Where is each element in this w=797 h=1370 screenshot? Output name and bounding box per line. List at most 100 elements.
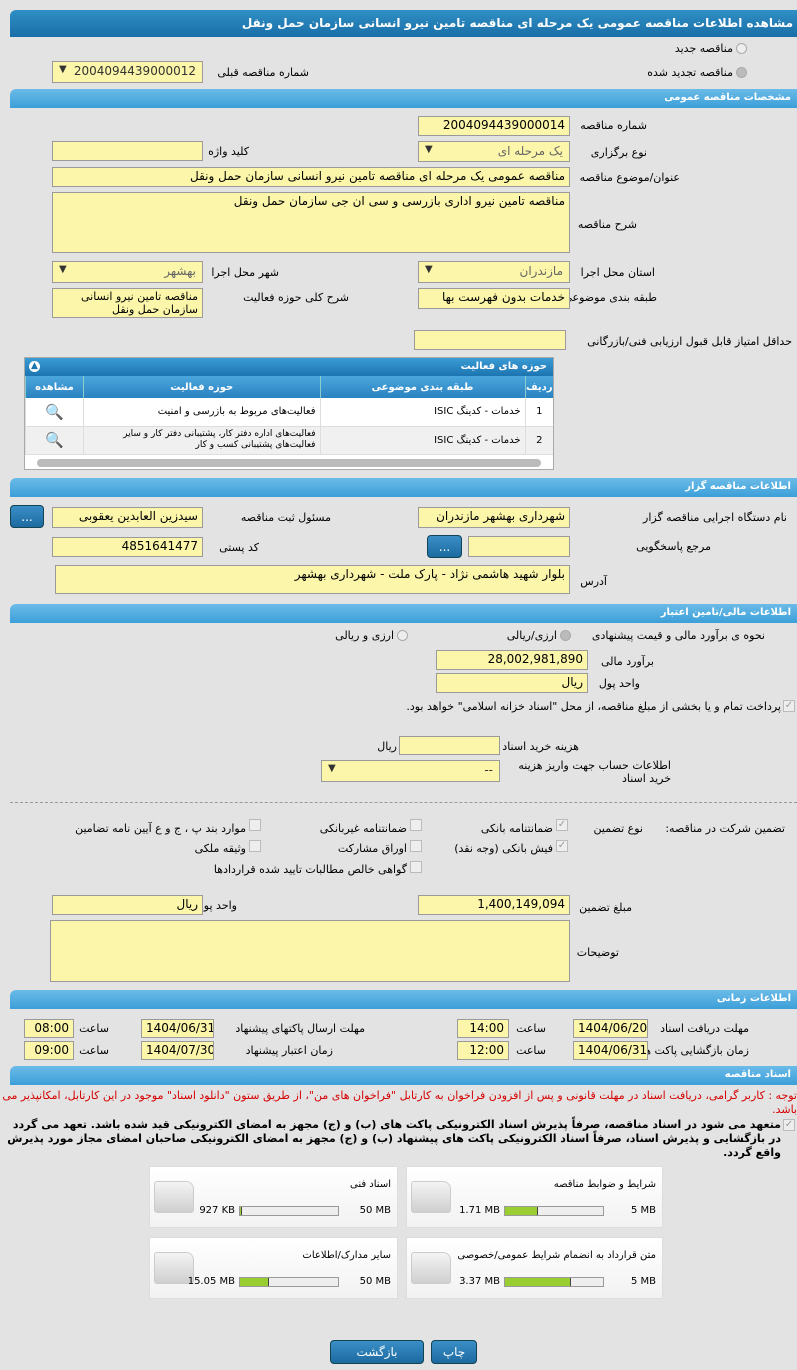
section-docs: اسناد مناقصه [10, 1066, 797, 1085]
time-label: ساعت [516, 1022, 546, 1035]
account-select[interactable]: -- ▼ [321, 760, 500, 782]
guarantee-opt-checkbox[interactable]: ✓ [556, 840, 568, 852]
treasury-checkbox[interactable]: ✓ [783, 700, 795, 712]
renewed-tender-radio[interactable] [736, 67, 747, 78]
currency-field[interactable]: ریال [436, 673, 588, 693]
new-tender-radio[interactable] [736, 43, 747, 54]
activity-grid: حوزه های فعالیت ▲ ردیف طبقه بندی موضوعی حوز… [24, 357, 554, 470]
select-resp-button[interactable]: ... [10, 505, 44, 528]
account-label: اطلاعات حساب جهت واریز هزینه خرید اسناد [518, 759, 671, 785]
table-row: 2 خدمات - کدینگ ISIC فعالیت‌های اداره دفتر… [25, 426, 553, 455]
treasury-text: پرداخت تمام و یا بخشی از مبلغ مناقصه، از… [406, 700, 781, 713]
chevron-down-icon: ▼ [59, 64, 67, 75]
doc-file-box[interactable]: سایر مدارک/اطلاعات 50 MB 15.05 MB [149, 1237, 398, 1299]
renewed-tender-label: مناقصه تجدید شده [647, 66, 733, 79]
open-date-field[interactable]: 1404/06/31 [573, 1041, 648, 1060]
receive-date-field[interactable]: 1404/06/20 [573, 1019, 648, 1038]
guarantee-opt-label: ضمانتنامه غیربانکی [319, 822, 407, 835]
method-opt1-radio[interactable] [560, 630, 571, 641]
guarantee-opt-checkbox[interactable] [249, 840, 261, 852]
row-field: فعالیت‌های اداره دفتر کار، پشتیبانی دفتر… [83, 426, 320, 455]
desc-field[interactable]: مناقصه تامین نیرو اداری بازرسی و سی ان ج… [52, 192, 570, 253]
receive-label: مهلت دریافت اسناد [660, 1022, 749, 1035]
guarantee-type-label: نوع تضمین [593, 822, 643, 835]
province-select[interactable]: مازندران ▼ [418, 261, 570, 283]
doc-file-box[interactable]: اسناد فنی 50 MB 927 KB [149, 1166, 398, 1228]
postal-field[interactable]: 4851641477 [52, 537, 203, 557]
select-ref-button[interactable]: ... [427, 535, 462, 558]
resp-field[interactable]: سیدزین العابدین یعقوبی [52, 507, 203, 528]
guarantee-opt-checkbox[interactable] [410, 861, 422, 873]
guarantee-opt-label: گواهی خالص مطالبات تایید شده قراردادها [213, 863, 407, 876]
guarantee-opt-checkbox[interactable]: ✓ [556, 819, 568, 831]
subject-field[interactable]: مناقصه عمومی یک مرحله ای مناقصه تامین نی… [52, 167, 570, 187]
org-label: نام دستگاه اجرایی مناقصه گزار [643, 511, 787, 524]
new-tender-label: مناقصه جدید [674, 42, 733, 55]
guarantee-opt-label: اوراق مشارکت [337, 842, 407, 855]
time-label: ساعت [516, 1044, 546, 1057]
g-currency-label: واحد پول [195, 899, 237, 912]
doc-file-box[interactable]: متن قرارداد به انضمام شرایط عمومی/خصوصی … [406, 1237, 663, 1299]
type-select[interactable]: یک مرحله ای ▼ [418, 141, 570, 162]
guarantee-opt-checkbox[interactable] [410, 819, 422, 831]
table-row: 1 خدمات - کدینگ ISIC فعالیت‌های مربوط به ب… [25, 398, 553, 427]
number-field[interactable]: 2004094439000014 [418, 116, 570, 136]
send-date-field[interactable]: 1404/06/31 [141, 1019, 214, 1038]
doc-file-box[interactable]: شرایط و ضوابط مناقصه 5 MB 1.71 MB [406, 1166, 663, 1228]
doc-cost-unit: ریال [377, 740, 397, 753]
row-number: 2 [524, 426, 553, 455]
receive-time-field[interactable]: 14:00 [457, 1019, 509, 1038]
keyword-field[interactable] [52, 141, 203, 161]
method-opt2-radio[interactable] [397, 630, 408, 641]
collapse-icon[interactable]: ▲ [29, 361, 40, 372]
minscore-field[interactable] [414, 330, 566, 350]
section-finance: اطلاعات مالی/تامین اعتبار [10, 604, 797, 623]
print-button[interactable]: چاپ [431, 1340, 477, 1364]
commit-text: متعهد می شود در اسناد مناقصه، صرفاً پذیر… [7, 1118, 781, 1159]
method-opt2-label: ارزی و ریالی [335, 629, 394, 642]
guarantee-opt-checkbox[interactable] [249, 819, 261, 831]
magnifier-icon[interactable]: 🔍 [25, 398, 84, 427]
g-currency-field[interactable]: ریال [52, 895, 203, 915]
row-category: خدمات - کدینگ ISIC [319, 426, 525, 455]
guarantee-opt-label: موارد بند پ ، ج و ع آیین نامه تضامین [75, 822, 246, 835]
prev-number-select[interactable]: 2004094439000012 ▼ [52, 61, 203, 83]
ref-field[interactable] [468, 536, 570, 557]
valid-time-field[interactable]: 09:00 [24, 1041, 74, 1060]
open-time-field[interactable]: 12:00 [457, 1041, 509, 1060]
city-select[interactable]: بهشهر ▼ [52, 261, 203, 283]
guarantee-opt-label: ضمانتنامه بانکی [480, 822, 553, 835]
magnifier-icon[interactable]: 🔍 [25, 426, 84, 455]
doc-file-max: 5 MB [630, 1276, 656, 1287]
time-label: ساعت [79, 1022, 109, 1035]
city-label: شهر محل اجرا [211, 266, 279, 279]
doc-file-name: سایر مدارک/اطلاعات [302, 1250, 391, 1261]
commit-checkbox[interactable]: ✓ [783, 1119, 795, 1131]
doc-file-name: متن قرارداد به انضمام شرایط عمومی/خصوصی [457, 1250, 656, 1261]
doc-file-progress [239, 1277, 339, 1287]
category-field[interactable]: خدمات بدون فهرست بها [418, 288, 570, 309]
section-timing: اطلاعات زمانی [10, 990, 797, 1009]
guarantee-opt-checkbox[interactable] [410, 840, 422, 852]
back-button[interactable]: بازگشت [330, 1340, 424, 1364]
notes-field[interactable] [50, 920, 570, 982]
doc-file-progress [504, 1206, 604, 1216]
horizontal-scrollbar[interactable] [37, 459, 541, 467]
send-time-field[interactable]: 08:00 [24, 1019, 74, 1038]
row-field: فعالیت‌های مربوط به بازرسی و امنیت [83, 398, 320, 427]
address-field[interactable]: بلوار شهید هاشمی نژاد - پارک ملت - شهردا… [55, 565, 570, 594]
estimate-field[interactable]: 28,002,981,890 [436, 650, 588, 670]
doc-cost-label: هزینه خرید اسناد [502, 740, 579, 753]
method-opt1-label: ارزی/ریالی [506, 629, 557, 642]
valid-date-field[interactable]: 1404/07/30 [141, 1041, 214, 1060]
row-number: 1 [524, 398, 553, 427]
section-organizer: اطلاعات مناقصه گزار [10, 478, 797, 497]
postal-label: کد پستی [219, 541, 259, 554]
org-field[interactable]: شهرداری بهشهر مازندران [418, 507, 570, 528]
col-category: طبقه بندی موضوعی [319, 376, 525, 398]
amount-field[interactable]: 1,400,149,094 [418, 895, 570, 915]
doc-cost-field[interactable] [399, 736, 500, 755]
scope-field[interactable]: مناقصه تامین نیرو انسانی سازمان حمل ونقل [52, 288, 203, 318]
docs-note: توجه : کاربر گرامی، دریافت اسناد در مهلت… [2, 1089, 797, 1116]
